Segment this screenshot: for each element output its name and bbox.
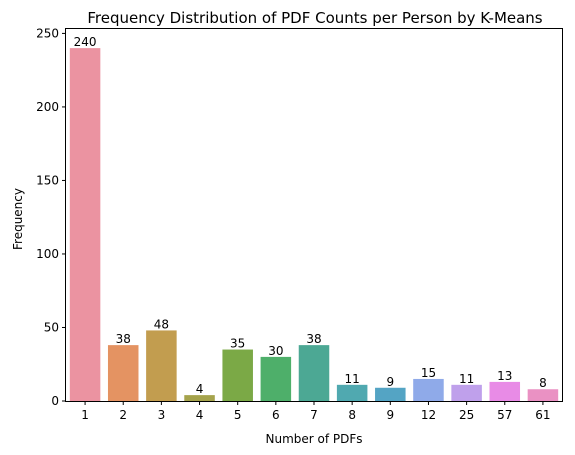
x-axis-label: Number of PDFs [265, 432, 362, 446]
y-tick-label: 0 [51, 394, 59, 408]
bar [261, 357, 292, 401]
chart-title: Frequency Distribution of PDF Counts per… [87, 9, 542, 27]
data-label: 38 [116, 332, 131, 346]
y-tick-label: 150 [36, 173, 59, 187]
x-tick-label: 57 [497, 408, 512, 422]
data-label: 4 [196, 382, 204, 396]
y-tick-label: 50 [44, 320, 59, 334]
bar [70, 48, 101, 401]
data-label: 11 [459, 372, 474, 386]
bar [413, 379, 444, 401]
x-tick-label: 8 [348, 408, 356, 422]
y-axis-label: Frequency [11, 188, 25, 250]
bar [337, 385, 368, 401]
data-label: 8 [539, 376, 547, 390]
data-label: 13 [497, 369, 512, 383]
data-label: 35 [230, 337, 245, 351]
y-tick-label: 250 [36, 26, 59, 40]
bar [451, 385, 482, 401]
y-tick-label: 100 [36, 247, 59, 261]
x-tick-label: 2 [119, 408, 127, 422]
data-label: 9 [386, 375, 394, 389]
data-label: 38 [306, 332, 321, 346]
bar [490, 382, 521, 401]
bar [146, 330, 177, 401]
x-tick-label: 4 [196, 408, 204, 422]
x-tick-label: 1 [81, 408, 89, 422]
x-tick-label: 61 [535, 408, 550, 422]
bar [375, 388, 406, 401]
plot-area: 0 50 100 150 200 250 1 240 2 38 3 48 4 4 5 35 6 30 7 38 8 11 9… [36, 26, 558, 422]
x-tick-label: 25 [459, 408, 474, 422]
y-tick-label: 200 [36, 100, 59, 114]
data-label: 48 [154, 317, 169, 331]
data-label: 15 [421, 366, 436, 380]
bar [528, 389, 559, 401]
x-tick-label: 9 [386, 408, 394, 422]
bar [222, 350, 253, 401]
x-tick-label: 6 [272, 408, 280, 422]
bar [108, 345, 139, 401]
x-tick-label: 12 [421, 408, 436, 422]
bar [299, 345, 330, 401]
x-tick-label: 7 [310, 408, 318, 422]
x-tick-label: 5 [234, 408, 242, 422]
data-label: 30 [268, 344, 283, 358]
x-tick-label: 3 [158, 408, 166, 422]
data-label: 240 [74, 35, 97, 49]
data-label: 11 [345, 372, 360, 386]
